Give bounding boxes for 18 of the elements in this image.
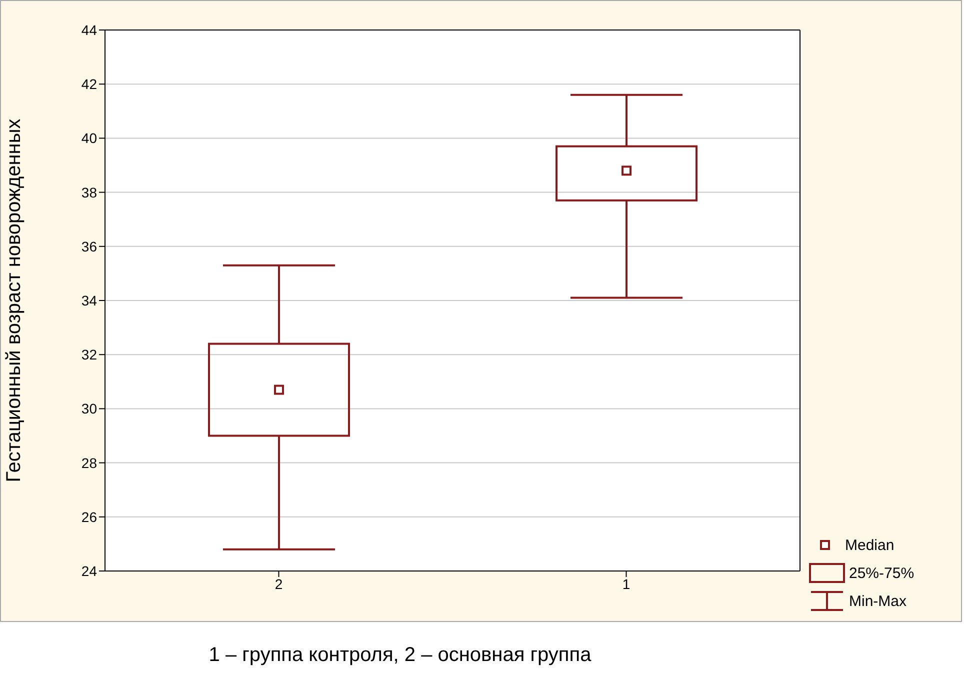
x-tick-label: 1 [622,576,630,592]
y-tick-label: 42 [81,76,98,92]
text: 1 – группа контроля, 2 – основная группа [208,644,592,667]
y-tick-label: 40 [81,130,98,146]
y-tick-label: 36 [81,238,98,254]
y-tick-label: 34 [81,292,98,308]
y-tick-label: 26 [81,508,98,525]
x-tick-label: 2 [274,576,283,592]
y-tick-label: 28 [81,454,98,471]
text: Min-Max [849,592,907,610]
y-tick-label: 30 [81,400,98,417]
text: 25%-75% [849,564,914,582]
y-tick-label: 32 [81,346,98,363]
y-tick-label: 24 [81,562,98,579]
y-axis-title: Гестационный возраст новорожденных [3,118,26,482]
y-tick-label: 38 [81,184,98,200]
y-tick-label: 44 [81,22,98,38]
text: Median [845,536,894,554]
